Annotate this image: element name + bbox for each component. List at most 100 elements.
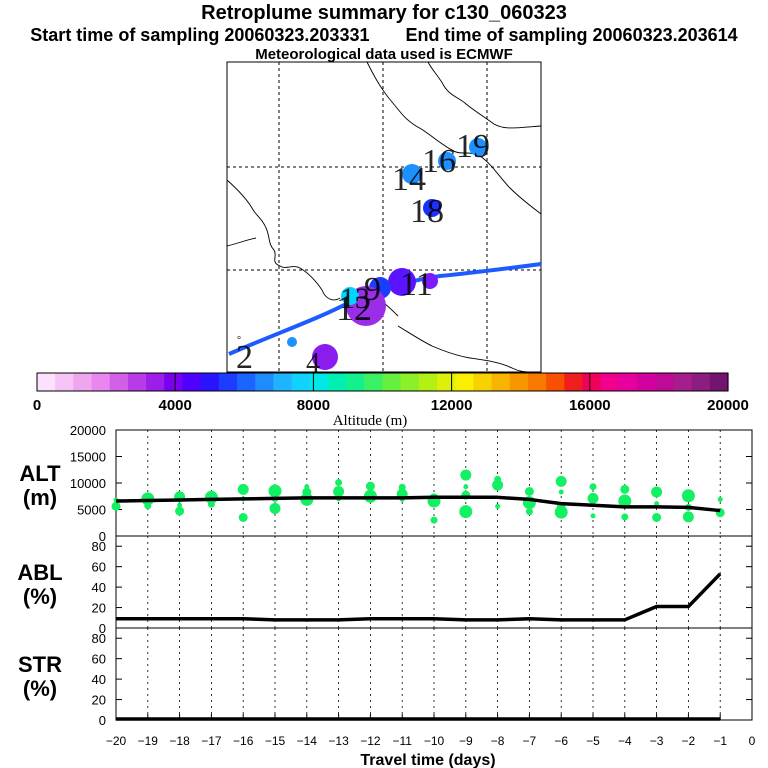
y-tick-label: 0 — [99, 621, 106, 636]
map-cluster-label: 19 — [456, 128, 490, 165]
colorbar-cell — [691, 373, 711, 391]
panel-unit-label: (%) — [23, 676, 57, 701]
scatter-point — [237, 483, 249, 495]
x-tick-label: −8 — [491, 734, 505, 748]
colorbar-cell — [273, 373, 293, 391]
x-tick-label: −9 — [459, 734, 473, 748]
series-line — [115, 495, 721, 513]
y-tick-label: 80 — [92, 539, 106, 554]
colorbar-tick-label: 4000 — [159, 397, 192, 414]
panel-abl: 80 60 40 20 0 ABL(%) — [17, 535, 753, 636]
scatter-point — [238, 512, 248, 522]
panel-alt: 20000 15000 10000 5000 0 ALT(m) — [19, 423, 753, 544]
met-data-label: Meteorological data used is ECMWF — [255, 46, 513, 63]
end-time-label: End time of sampling 20060323.203614 — [405, 25, 738, 45]
x-tick-label: −4 — [618, 734, 632, 748]
colorbar-title: Altitude (m) — [333, 413, 408, 429]
scatter-point — [459, 505, 473, 519]
panel-label: ABL — [17, 560, 62, 585]
scatter-point — [717, 496, 723, 502]
colorbar-cell — [618, 373, 638, 391]
x-tick-label: −5 — [586, 734, 600, 748]
scatter-point — [681, 489, 695, 503]
y-tick-label: 20 — [92, 693, 106, 708]
map-cluster-dot — [422, 273, 438, 289]
y-tick-label: 40 — [92, 580, 106, 595]
scatter-point — [463, 484, 469, 490]
y-tick-label: 0 — [99, 713, 106, 728]
y-tick-label: 20000 — [70, 423, 106, 438]
x-tick-label: −1 — [713, 734, 727, 748]
map-cluster-label: 4 — [306, 348, 320, 379]
colorbar-cell — [382, 373, 402, 391]
y-tick-label: 10000 — [70, 476, 106, 491]
x-tick-label: −16 — [233, 734, 254, 748]
colorbar-cell — [55, 373, 74, 391]
x-tick-label: −3 — [650, 734, 664, 748]
y-tick-label: 0 — [99, 529, 106, 544]
x-tick-label: −19 — [138, 734, 159, 748]
scatter-point — [430, 516, 438, 524]
colorbar-cell — [437, 373, 456, 391]
scatter-point — [460, 469, 472, 481]
altitude-colorbar: 0 4000 8000 12000 16000 20000 Altitude (m) — [33, 372, 749, 429]
y-tick-label: 40 — [92, 672, 106, 687]
scatter-point — [175, 506, 185, 516]
map-clusters — [287, 138, 487, 370]
colorbar-cell — [564, 373, 584, 391]
y-tick-label: 20 — [92, 601, 106, 616]
scatter-point — [651, 486, 663, 498]
scatter-point — [590, 513, 596, 519]
colorbar-cell — [164, 373, 184, 391]
colorbar-cell — [218, 373, 238, 391]
map-cluster-dot — [438, 152, 456, 170]
panel-unit-label: (m) — [23, 485, 57, 510]
scatter-point — [111, 501, 121, 511]
colorbar-cell — [546, 373, 565, 391]
colorbar-cell — [637, 373, 656, 391]
y-tick-label: 60 — [92, 652, 106, 667]
colorbar-cell — [200, 373, 220, 391]
map-cluster-label: 9 — [364, 271, 381, 308]
scatter-point — [558, 489, 564, 495]
scatter-point — [589, 483, 597, 491]
map-cluster-dot — [312, 344, 338, 370]
y-tick-label: 15000 — [70, 450, 106, 465]
scatter-point — [268, 484, 282, 498]
x-tick-label: −13 — [328, 734, 349, 748]
colorbar-cells — [37, 373, 729, 391]
map-cluster-label: 13 — [340, 282, 370, 315]
coastline — [397, 325, 531, 373]
scatter-point — [621, 513, 629, 521]
map-gridlines — [227, 62, 541, 372]
scatter-point — [652, 512, 662, 522]
x-tick-label: −17 — [201, 734, 222, 748]
colorbar-cell — [91, 373, 111, 391]
coastline — [226, 179, 341, 301]
scatter-point — [333, 485, 345, 497]
colorbar-ticks: 0 4000 8000 12000 16000 20000 — [33, 373, 749, 414]
scatter-point — [620, 484, 630, 494]
colorbar-cell — [491, 373, 511, 391]
scatter-point — [207, 500, 215, 508]
map-cluster-label: 16 — [422, 143, 456, 180]
map-cluster-dot — [469, 138, 487, 156]
map-cluster-label: 11 — [400, 266, 433, 303]
coastline — [427, 61, 542, 129]
map-small-label: ° — [237, 335, 241, 346]
x-axis-title: Travel time (days) — [360, 752, 495, 768]
x-tick-label: −6 — [554, 734, 568, 748]
colorbar-cell — [364, 373, 384, 391]
scatter-point — [144, 502, 152, 510]
map-frame — [226, 61, 542, 373]
x-tick-label: −10 — [424, 734, 445, 748]
colorbar-cell — [327, 373, 347, 391]
colorbar-cell — [309, 373, 329, 391]
colorbar-tick-label: 8000 — [297, 397, 330, 414]
x-tick-label: −11 — [392, 734, 412, 748]
x-tick-label: −7 — [523, 734, 537, 748]
coastline — [226, 237, 257, 247]
colorbar-tick-label: 16000 — [569, 397, 611, 414]
